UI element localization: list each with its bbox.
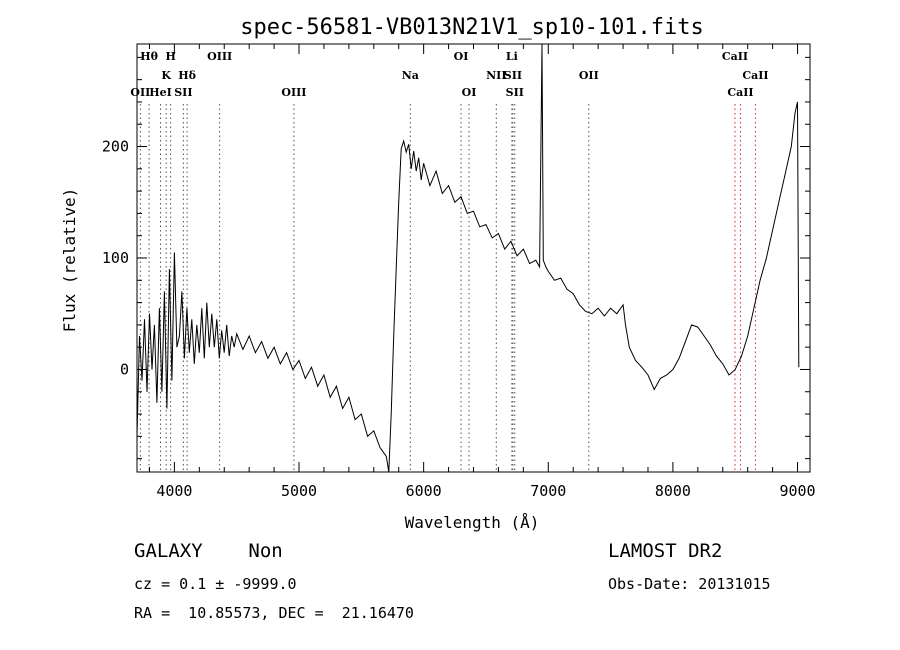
survey-name: LAMOST DR2 bbox=[608, 540, 723, 562]
line-marker-label-5: CaII bbox=[722, 50, 748, 63]
spectrum-series bbox=[136, 43, 800, 473]
line-marker-label-2: OIII bbox=[207, 50, 232, 63]
x-tick-label-4: 8000 bbox=[655, 482, 691, 500]
obs-date: Obs-Date: 20131015 bbox=[608, 575, 771, 593]
line-marker-label-8: Na bbox=[402, 69, 419, 82]
line-marker-label-3: OI bbox=[454, 50, 469, 63]
line-marker-label-10: SII bbox=[504, 69, 522, 82]
line-marker-label-18: SII bbox=[506, 86, 524, 99]
axis-ticks: 4000 5000 6000 7000 8000 9000 0 100 200 bbox=[102, 44, 816, 500]
y-tick-label-0: 0 bbox=[120, 360, 129, 378]
y-axis-label: Flux (relative) bbox=[60, 188, 79, 333]
x-tick-label-5: 9000 bbox=[779, 482, 815, 500]
line-marker-label-12: CaII bbox=[742, 69, 768, 82]
x-tick-label-0: 4000 bbox=[156, 482, 192, 500]
x-tick-label-3: 7000 bbox=[530, 482, 566, 500]
chart-title: spec-56581-VB013N21V1_sp10-101.fits bbox=[240, 15, 704, 40]
line-marker-label-6: K bbox=[161, 69, 171, 82]
line-marker-label-7: Hδ bbox=[178, 69, 196, 82]
line-marker-label-15: SII bbox=[174, 86, 192, 99]
line-marker-label-16: OIII bbox=[281, 86, 306, 99]
line-marker-label-9: NII bbox=[486, 69, 506, 82]
ra-dec: RA = 10.85573, DEC = 21.16470 bbox=[134, 604, 414, 622]
redshift-cz: cz = 0.1 ± -9999.0 bbox=[134, 575, 297, 593]
y-tick-label-2: 200 bbox=[102, 138, 129, 156]
x-axis-label: Wavelength (Å) bbox=[405, 513, 540, 532]
line-marker-label-1: H bbox=[165, 50, 175, 63]
spectrum-line bbox=[136, 43, 800, 473]
plot-frame bbox=[136, 43, 811, 473]
line-marker-label-4: Li bbox=[506, 50, 518, 63]
line-marker-label-0: Hθ bbox=[140, 50, 158, 63]
line-marker-label-14: HeI bbox=[149, 86, 172, 99]
line-marker-label-13: OII bbox=[130, 86, 150, 99]
line-marker-label-17: OI bbox=[462, 86, 477, 99]
object-class: GALAXY Non bbox=[134, 540, 283, 562]
line-marker-label-19: CaII bbox=[727, 86, 753, 99]
x-tick-label-2: 6000 bbox=[406, 482, 442, 500]
line-marker-label-11: OII bbox=[579, 69, 599, 82]
y-tick-label-1: 100 bbox=[102, 249, 129, 267]
x-tick-label-1: 5000 bbox=[281, 482, 317, 500]
